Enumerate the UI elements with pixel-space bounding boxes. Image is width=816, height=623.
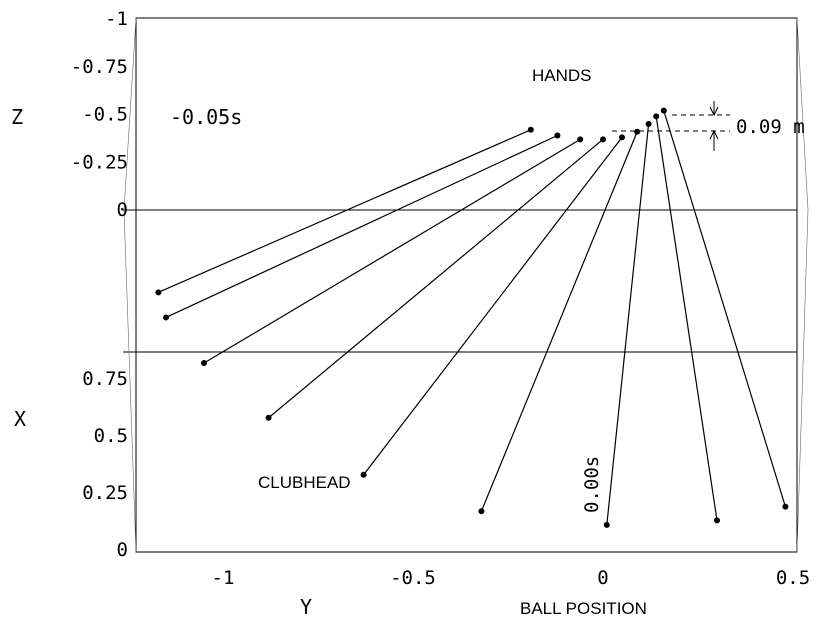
- left-edge-fold: [123, 17, 137, 553]
- y-tick-label: 0.5: [776, 567, 810, 589]
- x-axis-label: X: [14, 407, 26, 431]
- y-tick-label: -1: [212, 567, 235, 589]
- ball-position-label: BALL POSITION: [520, 599, 647, 618]
- clubhead-point: [201, 360, 207, 367]
- data-points: [155, 107, 789, 528]
- hands-label: HANDS: [532, 66, 592, 85]
- z-tick-label: 0: [117, 199, 128, 221]
- clubhead-point: [265, 414, 272, 421]
- shaft-lines: [158, 110, 786, 525]
- hands-point: [634, 128, 641, 135]
- hands-point: [660, 107, 667, 114]
- club-shaft-line: [606, 123, 650, 525]
- right-edge-fold: [796, 17, 809, 553]
- plot-border: [135, 17, 798, 553]
- hands-point: [577, 136, 584, 143]
- clubhead-point: [782, 503, 789, 510]
- hands-point: [527, 126, 534, 133]
- z-tick-label: -0.5: [82, 104, 128, 126]
- clubhead-point: [155, 289, 162, 296]
- z-tick-label: -1: [105, 8, 128, 30]
- club-shaft-line: [655, 116, 718, 521]
- plot-box: [123, 17, 809, 553]
- drop-dimension-marker: [612, 101, 730, 151]
- z-tick-label: -0.75: [71, 56, 128, 78]
- z-tick-label: -0.25: [71, 151, 128, 173]
- clubhead-point: [478, 508, 485, 515]
- z-axis-label: Z: [11, 105, 23, 129]
- clubhead-point: [360, 471, 367, 478]
- y-tick-label: 0: [597, 567, 608, 589]
- x-tick-label: 0.75: [82, 368, 128, 390]
- y-axis-label: Y: [300, 595, 312, 619]
- hands-point: [554, 132, 561, 139]
- clubhead-point: [163, 314, 169, 321]
- start-time-label: -0.05s: [170, 105, 242, 129]
- club-shaft-line: [268, 138, 604, 419]
- hands-point: [653, 113, 660, 120]
- end-time-label: 0.00s: [581, 456, 603, 513]
- drop-measure-label: 0.09 m: [736, 116, 805, 138]
- club-shaft-line: [165, 134, 558, 318]
- clubhead-point: [603, 521, 610, 528]
- hands-point: [600, 136, 606, 143]
- x-tick-label: 0.25: [82, 482, 128, 504]
- club-shaft-line: [480, 131, 638, 512]
- x-tick-label: 0: [117, 539, 128, 561]
- club-shaft-line: [158, 129, 532, 293]
- club-shaft-line: [203, 138, 581, 364]
- x-tick-label: 0.5: [94, 425, 128, 447]
- clubhead-point: [714, 517, 720, 524]
- tick-labels: -1 -0.75 -0.5 -0.25 0 0.75 0.5 0.25 0 -1 -0.5 0 0.5: [71, 8, 810, 589]
- hands-point: [645, 121, 652, 128]
- hands-point: [619, 134, 625, 141]
- club-shaft-line: [363, 137, 623, 476]
- club-shaft-line: [663, 110, 786, 507]
- clubhead-label: CLUBHEAD: [258, 473, 351, 492]
- y-tick-label: -0.5: [390, 567, 436, 589]
